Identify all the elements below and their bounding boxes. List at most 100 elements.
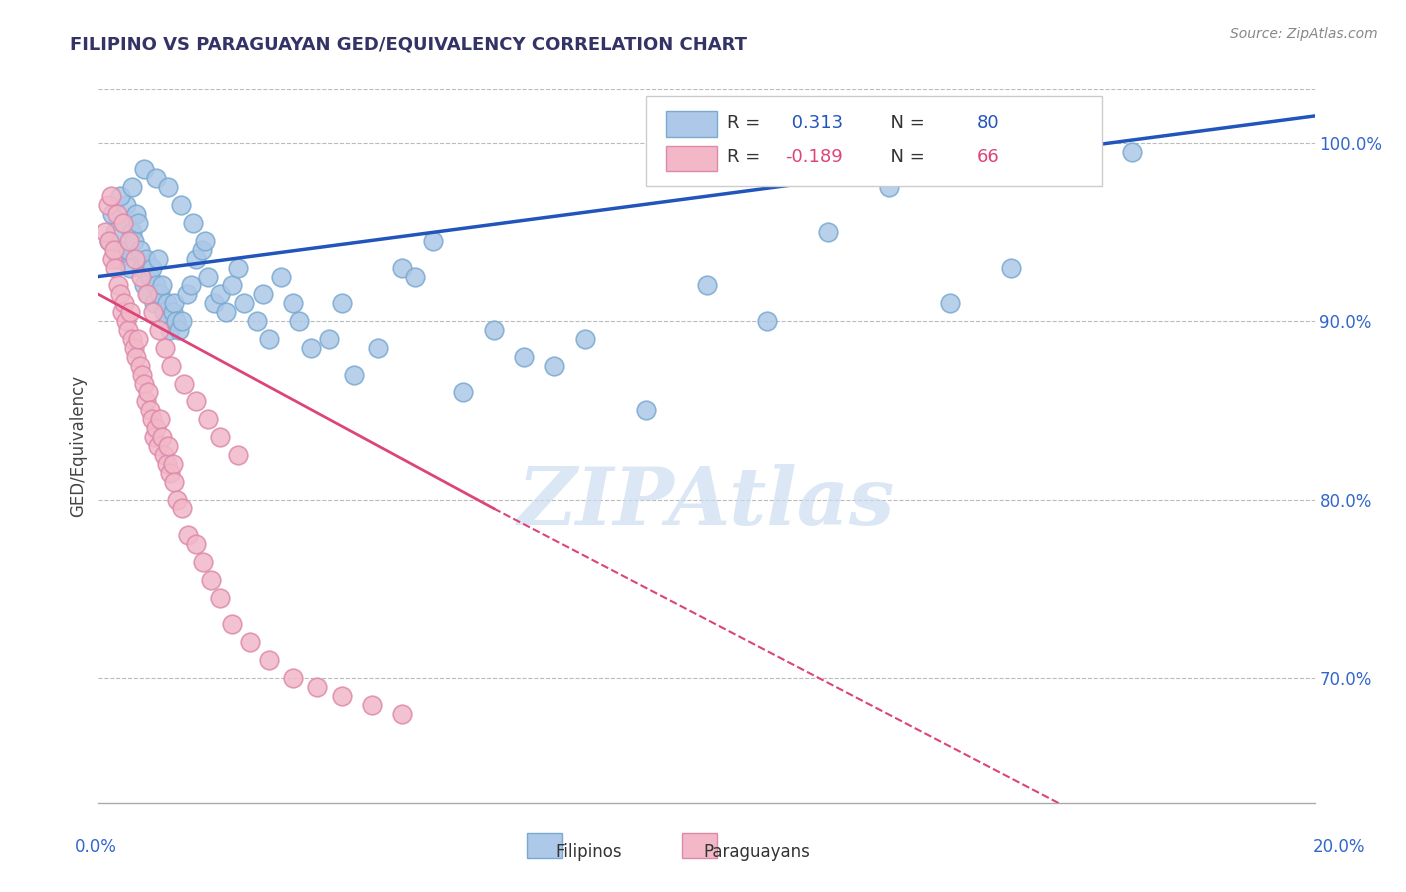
Point: [163, 296, 186, 310]
Point: [121, 180, 143, 194]
Point: [209, 591, 232, 605]
Point: [101, 252, 124, 266]
Point: [153, 305, 176, 319]
Point: [131, 260, 153, 275]
Point: [131, 368, 153, 382]
Point: [159, 466, 181, 480]
Point: [221, 617, 243, 632]
Point: [112, 216, 135, 230]
FancyBboxPatch shape: [645, 96, 1102, 186]
Point: [180, 278, 202, 293]
Point: [172, 501, 194, 516]
Point: [107, 252, 129, 266]
Point: [141, 260, 163, 275]
Point: [169, 198, 191, 212]
Bar: [682, 833, 717, 858]
Text: N =: N =: [879, 114, 931, 132]
Point: [252, 287, 274, 301]
Point: [330, 296, 353, 310]
Point: [110, 305, 132, 319]
Point: [135, 394, 157, 409]
Point: [177, 528, 200, 542]
Point: [257, 332, 280, 346]
Text: Source: ZipAtlas.com: Source: ZipAtlas.com: [1230, 27, 1378, 41]
Point: [117, 243, 139, 257]
Point: [307, 680, 329, 694]
Point: [167, 323, 190, 337]
Point: [245, 314, 267, 328]
Point: [118, 234, 141, 248]
Point: [173, 376, 195, 391]
Point: [155, 296, 177, 310]
Point: [141, 412, 163, 426]
Point: [114, 198, 136, 212]
Point: [139, 269, 162, 284]
Point: [100, 189, 122, 203]
Point: [143, 430, 166, 444]
Point: [125, 207, 148, 221]
Text: -0.189: -0.189: [786, 148, 844, 166]
Point: [176, 287, 198, 301]
Point: [98, 234, 121, 248]
Point: [149, 287, 172, 301]
Point: [184, 252, 207, 266]
Point: [877, 180, 900, 194]
Point: [1121, 145, 1143, 159]
Point: [136, 287, 159, 301]
Text: 0.0%: 0.0%: [75, 838, 117, 855]
Point: [107, 278, 129, 293]
Bar: [527, 833, 562, 858]
Point: [108, 287, 131, 301]
Point: [153, 448, 176, 462]
Point: [143, 296, 166, 310]
Point: [128, 243, 150, 257]
Point: [202, 296, 225, 310]
Point: [132, 278, 155, 293]
Point: [159, 323, 181, 337]
Point: [150, 278, 173, 293]
Point: [404, 269, 426, 284]
Point: [513, 350, 536, 364]
Point: [191, 555, 214, 569]
Point: [543, 359, 565, 373]
Point: [111, 216, 134, 230]
Point: [128, 359, 150, 373]
Point: [162, 305, 184, 319]
Point: [142, 305, 165, 319]
Point: [288, 314, 311, 328]
Text: R =: R =: [727, 114, 766, 132]
Point: [114, 314, 136, 328]
Point: [93, 225, 115, 239]
Point: [226, 448, 249, 462]
Point: [453, 385, 475, 400]
Point: [391, 706, 413, 721]
Point: [122, 234, 145, 248]
Point: [257, 653, 280, 667]
Point: [108, 189, 131, 203]
Point: [157, 439, 180, 453]
Text: 0.313: 0.313: [786, 114, 842, 132]
Point: [200, 573, 222, 587]
Point: [160, 359, 183, 373]
Point: [215, 305, 238, 319]
Point: [155, 341, 177, 355]
Point: [163, 475, 186, 489]
Point: [181, 216, 204, 230]
Point: [391, 260, 413, 275]
Point: [696, 278, 718, 293]
Point: [157, 314, 180, 328]
Point: [318, 332, 340, 346]
Point: [96, 198, 118, 212]
Text: N =: N =: [879, 148, 931, 166]
Point: [103, 243, 125, 257]
Point: [482, 323, 505, 337]
Point: [117, 323, 139, 337]
Point: [145, 421, 167, 435]
Point: [129, 269, 152, 284]
Point: [110, 243, 132, 257]
Text: 66: 66: [977, 148, 1000, 166]
Point: [422, 234, 444, 248]
FancyBboxPatch shape: [666, 112, 717, 137]
Point: [121, 225, 143, 239]
Point: [139, 403, 162, 417]
